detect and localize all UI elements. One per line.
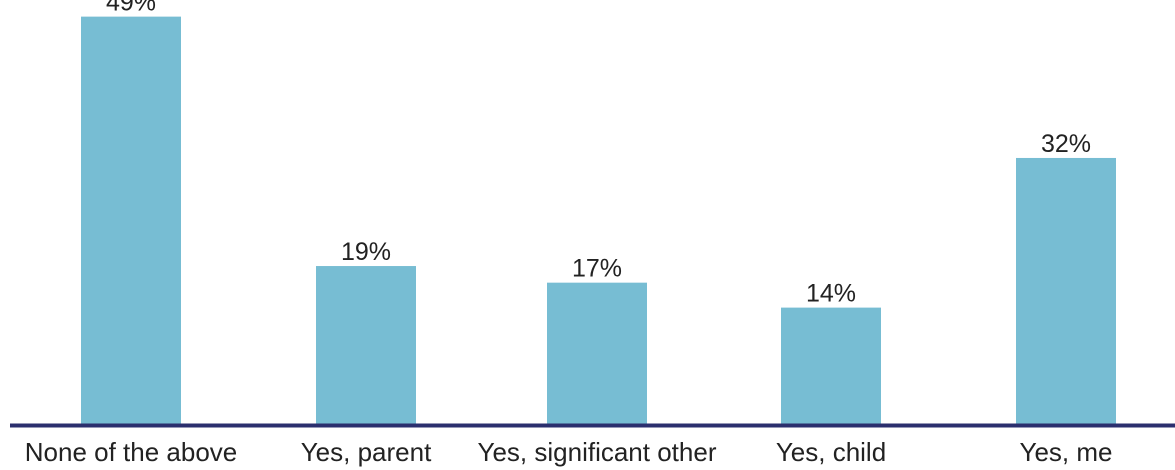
- bar-none-of-the-above: [81, 16, 181, 425]
- data-label-yes-me: 32%: [1041, 130, 1091, 158]
- bar-yes-parent: [316, 266, 416, 424]
- data-label-none-of-the-above: 49%: [106, 0, 156, 17]
- data-label-yes-significant-other: 17%: [572, 255, 622, 283]
- data-label-yes-parent: 19%: [341, 238, 391, 266]
- bars-group: [81, 16, 1116, 425]
- category-labels-group: None of the above Yes, parent Yes, signifi…: [25, 437, 1113, 467]
- bar-yes-me: [1016, 157, 1116, 424]
- category-label-yes-me: Yes, me: [1020, 437, 1113, 467]
- value-labels-group: 49% 19% 17% 14% 32%: [106, 0, 1091, 308]
- bar-yes-significant-other: [547, 282, 647, 424]
- category-label-none-of-the-above: None of the above: [25, 437, 238, 467]
- category-label-yes-child: Yes, child: [776, 437, 886, 467]
- data-label-yes-child: 14%: [806, 280, 856, 308]
- category-label-yes-parent: Yes, parent: [301, 437, 432, 467]
- category-label-yes-significant-other: Yes, significant other: [478, 437, 717, 467]
- bar-yes-child: [781, 307, 881, 424]
